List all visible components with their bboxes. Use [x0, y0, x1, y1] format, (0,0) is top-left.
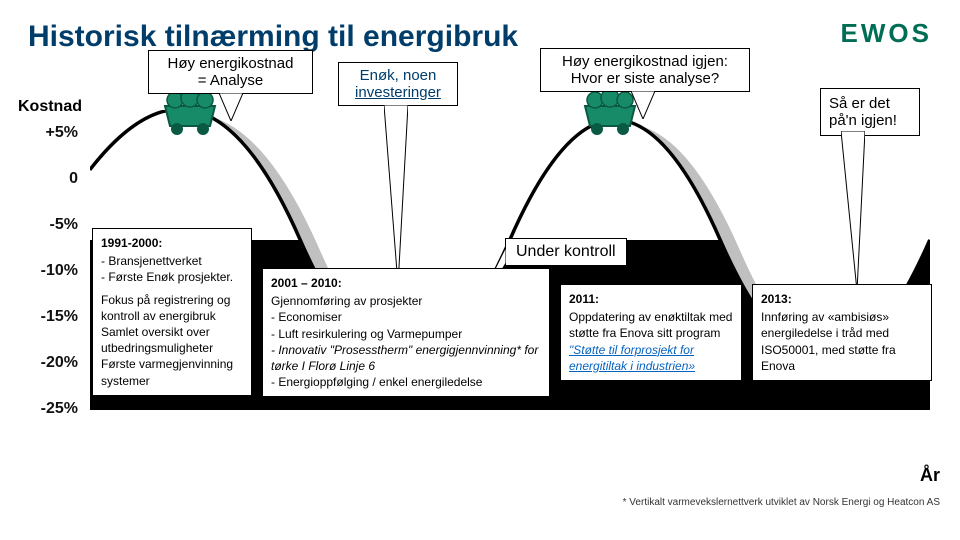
y-tick: -15%: [18, 308, 78, 326]
footnote: * Vertikalt varmevekslernettverk utvikle…: [623, 497, 940, 508]
info-box-1991: 1991-2000: - Bransjenettverket - Første …: [92, 228, 252, 396]
brand-logo: EWOS: [841, 18, 932, 49]
slide: Historisk tilnærming til energibruk EWOS…: [0, 0, 960, 540]
box-heading: 2011:: [569, 291, 733, 307]
y-tick: -25%: [18, 400, 78, 418]
box-line: - Første Enøk prosjekter.: [101, 269, 243, 285]
callout-text: = Analyse: [198, 72, 263, 89]
box-line: Oppdatering av enøktiltak med støtte fra…: [569, 309, 733, 374]
under-control-text: Under kontroll: [516, 243, 616, 260]
y-tick: -20%: [18, 354, 78, 372]
box-heading: 2001 – 2010:: [271, 275, 541, 291]
box-line: - Energioppfølging / enkel energiledelse: [271, 374, 541, 390]
callout-loop: Så er det på'n igjen!: [820, 88, 920, 136]
box-line: Første varmegjenvinning systemer: [101, 356, 243, 388]
callout-text: på'n igjen!: [829, 112, 897, 129]
callout-enok: Enøk, noen investeringer: [338, 62, 458, 106]
callout-text: Høy energikostnad: [168, 55, 294, 72]
box-line: Samlet oversikt over utbedringsmulighete…: [101, 324, 243, 356]
y-tick: +5%: [18, 124, 78, 142]
box-line: Gjennomføring av prosjekter: [271, 293, 541, 309]
box-line: - Innovativ "Prosesstherm" energigjennvi…: [271, 342, 541, 374]
box-heading: 1991-2000:: [101, 235, 243, 251]
box-line: - Bransjenettverket: [101, 253, 243, 269]
info-box-2011: 2011: Oppdatering av enøktiltak med støt…: [560, 284, 742, 381]
x-axis-label: År: [920, 465, 940, 486]
y-tick: -10%: [18, 262, 78, 280]
under-control-label: Under kontroll: [505, 238, 627, 266]
y-tick: 0: [18, 170, 78, 188]
page-title: Historisk tilnærming til energibruk: [28, 20, 932, 54]
callout-text: Så er det: [829, 95, 890, 112]
box-line: - Economiser: [271, 309, 541, 325]
callout-analyse: Høy energikostnad = Analyse: [148, 50, 313, 94]
callout-text: Høy energikostnad igjen:: [562, 53, 728, 70]
callout-text: Enøk, noen: [360, 67, 437, 84]
box-line: Fokus på registrering og kontroll av ene…: [101, 292, 243, 324]
box-line: Innføring av «ambisiøs» energiledelse i …: [761, 309, 923, 374]
y-tick: -5%: [18, 216, 78, 234]
box-line: - Luft resirkulering og Varmepumper: [271, 326, 541, 342]
box-heading: 2013:: [761, 291, 923, 307]
info-box-2013: 2013: Innføring av «ambisiøs» energilede…: [752, 284, 932, 381]
callout-text: investeringer: [355, 84, 441, 101]
callout-again: Høy energikostnad igjen: Hvor er siste a…: [540, 48, 750, 92]
callout-text: Hvor er siste analyse?: [571, 70, 719, 87]
info-box-2001: 2001 – 2010: Gjennomføring av prosjekter…: [262, 268, 550, 397]
